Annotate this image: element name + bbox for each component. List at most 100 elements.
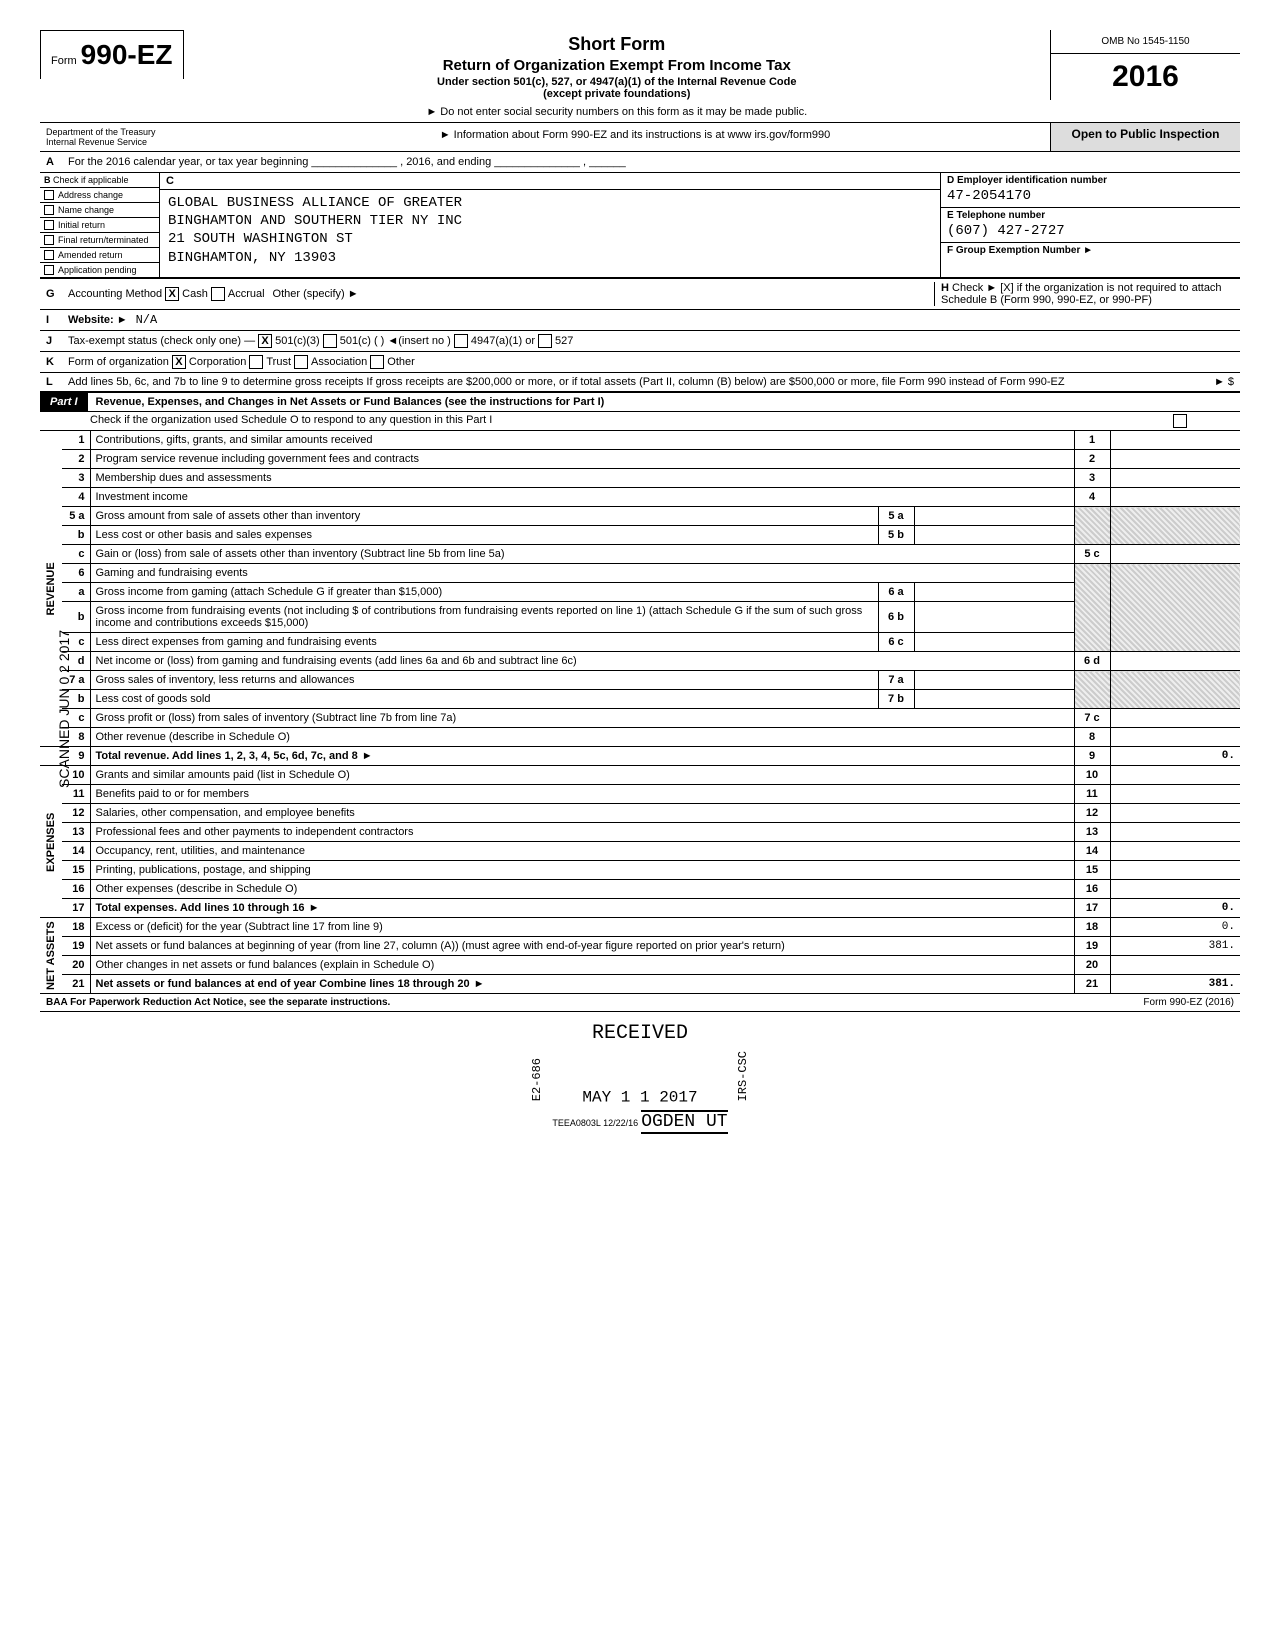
box-h: H Check ► [X] if the organization is not…: [934, 282, 1234, 306]
chk-501c3[interactable]: X: [258, 334, 272, 348]
g-cash: Cash: [182, 288, 208, 300]
line-10: Grants and similar amounts paid (list in…: [90, 766, 1074, 785]
letter-a: A: [46, 156, 68, 168]
line-12: Salaries, other compensation, and employ…: [90, 804, 1074, 823]
k-trust: Trust: [266, 356, 291, 368]
line-4: Investment income: [90, 488, 1074, 507]
baa-right: Form 990-EZ (2016): [1143, 997, 1234, 1008]
dept-l1: Department of the Treasury: [46, 127, 214, 137]
line-19: Net assets or fund balances at beginning…: [90, 937, 1074, 956]
chk-amended[interactable]: Amended return: [40, 247, 159, 262]
line-21: Net assets or fund balances at end of ye…: [90, 975, 1074, 994]
line-5a: Gross amount from sale of assets other t…: [90, 507, 878, 526]
letter-l: L: [46, 376, 68, 388]
letter-k: K: [46, 356, 68, 368]
received-stamp: RECEIVED: [40, 1022, 1240, 1045]
irs-stamp: IRS-CSC: [736, 1051, 750, 1101]
date-stamp: MAY 1 1 2017: [582, 1088, 697, 1106]
line-6d: Net income or (loss) from gaming and fun…: [90, 652, 1074, 671]
col-b: B Check if applicable Address change Nam…: [40, 173, 160, 277]
j-label: Tax-exempt status (check only one) —: [68, 335, 255, 347]
line-8: Other revenue (describe in Schedule O): [90, 728, 1074, 747]
line-6: Gaming and fundraising events: [90, 564, 1074, 583]
org-addr2: BINGHAMTON, NY 13903: [168, 249, 932, 267]
org-addr1: 21 SOUTH WASHINGTON ST: [168, 230, 932, 248]
g-other: Other (specify) ►: [273, 288, 359, 300]
title-main: Short Form: [204, 34, 1031, 55]
baa-mid: TEEA0803L 12/22/16: [552, 1118, 638, 1128]
chk-schedule-o[interactable]: [1173, 414, 1187, 428]
chk-application-pending[interactable]: Application pending: [40, 262, 159, 277]
form-number: 990-EZ: [81, 39, 173, 71]
k-corp: Corporation: [189, 356, 246, 368]
row-dept: Department of the Treasury Internal Reve…: [40, 123, 1240, 152]
val-21: 381.: [1110, 975, 1240, 994]
line-6c: Less direct expenses from gaming and fun…: [90, 633, 878, 652]
batch-stamp: E2-686: [530, 1058, 544, 1101]
dept-l2: Internal Revenue Service: [46, 137, 214, 147]
line-6b: Gross income from fundraising events (no…: [90, 602, 878, 633]
l-arrow: ► $: [1214, 376, 1234, 388]
g-accrual: Accrual: [228, 288, 265, 300]
part1-header: Part I Revenue, Expenses, and Changes in…: [40, 393, 1240, 412]
line-7b: Less cost of goods sold: [90, 690, 878, 709]
line-7a: Gross sales of inventory, less returns a…: [90, 671, 878, 690]
i-label: Website: ►: [68, 314, 128, 326]
title-block: Short Form Return of Organization Exempt…: [184, 30, 1051, 122]
col-c: C GLOBAL BUSINESS ALLIANCE OF GREATER BI…: [160, 173, 940, 277]
part1-tag: Part I: [40, 393, 88, 411]
department: Department of the Treasury Internal Reve…: [40, 123, 220, 151]
revenue-table: REVENUE 1Contributions, gifts, grants, a…: [40, 431, 1240, 994]
line-16: Other expenses (describe in Schedule O): [90, 880, 1074, 899]
line-15: Printing, publications, postage, and shi…: [90, 861, 1074, 880]
c-label: C: [160, 173, 940, 190]
line-11: Benefits paid to or for members: [90, 785, 1074, 804]
block-b: B Check if applicable Address change Nam…: [40, 173, 1240, 279]
chk-assoc[interactable]: [294, 355, 308, 369]
line-l: L Add lines 5b, 6c, and 7b to line 9 to …: [40, 373, 1240, 393]
line-k: K Form of organization X Corporation Tru…: [40, 352, 1240, 373]
stamp-block: RECEIVED E2-686 MAY 1 1 2017 IRS-CSC TEE…: [40, 1022, 1240, 1134]
line-1: Contributions, gifts, grants, and simila…: [90, 431, 1074, 450]
line-9: Total revenue. Add lines 1, 2, 3, 4, 5c,…: [90, 747, 1074, 766]
net-assets-label: NET ASSETS: [40, 918, 62, 994]
title-sub: Return of Organization Exempt From Incom…: [204, 57, 1031, 74]
line-g: G Accounting Method X Cash Accrual Other…: [40, 279, 1240, 310]
letter-i: I: [46, 314, 68, 326]
org-name2: BINGHAMTON AND SOUTHERN TIER NY INC: [168, 212, 932, 230]
chk-accrual[interactable]: [211, 287, 225, 301]
chk-cash[interactable]: X: [165, 287, 179, 301]
chk-4947[interactable]: [454, 334, 468, 348]
baa-left: BAA For Paperwork Reduction Act Notice, …: [46, 997, 390, 1008]
line-7c: Gross profit or (loss) from sales of inv…: [90, 709, 1074, 728]
ein-value: 47-2054170: [947, 186, 1234, 204]
right-col-top: OMB No 1545-1150 2016: [1050, 30, 1240, 100]
header-row: Form 990-EZ Short Form Return of Organiz…: [40, 30, 1240, 123]
chk-527[interactable]: [538, 334, 552, 348]
b-head: B Check if applicable: [40, 173, 159, 187]
chk-initial-return[interactable]: Initial return: [40, 217, 159, 232]
box-f: F Group Exemption Number ►: [941, 243, 1240, 277]
val-18: 0.: [1110, 918, 1240, 937]
chk-final-return[interactable]: Final return/terminated: [40, 232, 159, 247]
chk-corp[interactable]: X: [172, 355, 186, 369]
phone-value: (607) 427-2727: [947, 221, 1234, 239]
val-17: 0.: [1110, 899, 1240, 918]
title-paren: (except private foundations): [204, 88, 1031, 100]
chk-address-change[interactable]: Address change: [40, 187, 159, 202]
chk-501c[interactable]: [323, 334, 337, 348]
line-5b: Less cost or other basis and sales expen…: [90, 526, 878, 545]
tax-year: 2016: [1051, 54, 1240, 100]
chk-trust[interactable]: [249, 355, 263, 369]
line-18: Excess or (deficit) for the year (Subtra…: [90, 918, 1074, 937]
line-a-text: For the 2016 calendar year, or tax year …: [68, 156, 626, 168]
line-a: A For the 2016 calendar year, or tax yea…: [40, 152, 1240, 173]
expenses-label: EXPENSES: [40, 766, 62, 918]
part1-subnote: Check if the organization used Schedule …: [40, 412, 1240, 431]
num-1: 1: [62, 431, 90, 450]
chk-other-org[interactable]: [370, 355, 384, 369]
omb-number: OMB No 1545-1150: [1051, 30, 1240, 54]
chk-name-change[interactable]: Name change: [40, 202, 159, 217]
revenue-label: REVENUE: [40, 431, 62, 747]
website-value: N/A: [136, 313, 158, 327]
